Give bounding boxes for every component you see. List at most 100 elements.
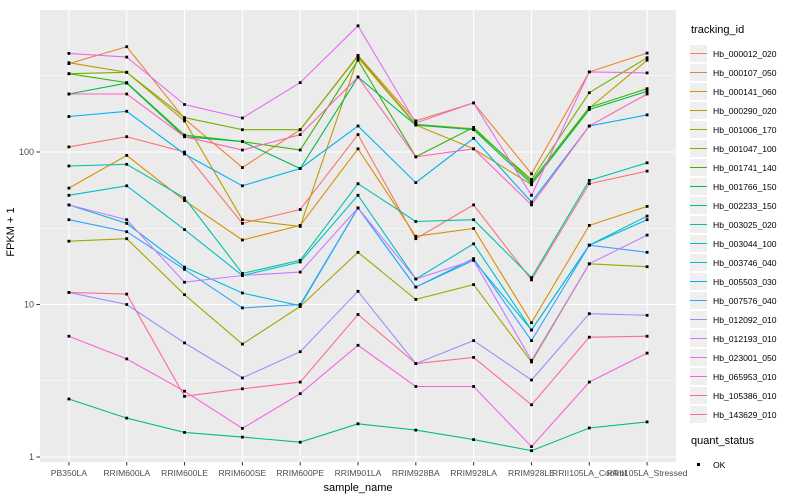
legend-color-line <box>690 109 707 112</box>
legend-key-swatch <box>690 64 707 81</box>
black-square-point-icon <box>696 462 701 467</box>
y-tick-label: 100 <box>19 147 34 157</box>
legend-item-label: Hb_065953_010 <box>713 371 777 382</box>
legend-key-swatch <box>690 406 707 423</box>
x-tick-label-RRIM600PE: RRIM600PE <box>276 468 324 478</box>
legend-key-swatch <box>690 292 707 309</box>
legend-item-Hb_000141_060: Hb_000141_060 <box>690 82 798 101</box>
legend-title-tracking-id: tracking_id <box>691 24 745 36</box>
legend-key-swatch <box>690 273 707 290</box>
legend-color-line <box>690 242 707 245</box>
legend-color-line <box>690 185 707 188</box>
legend-color-line <box>690 147 707 150</box>
legend-item-Hb_012193_010: Hb_012193_010 <box>690 329 798 348</box>
x-tick-label-RRIM600LE: RRIM600LE <box>161 468 208 478</box>
legend-color-line <box>690 318 707 321</box>
axis-ticks: 1 10 100 PB350LA RRIM600LA RRIM600LE RRIM600SE… <box>19 147 688 478</box>
x-tick-label-RRIM928LA: RRIM928LA <box>450 468 497 478</box>
legend-item-Hb_003746_040: Hb_003746_040 <box>690 253 798 272</box>
legend-color-line <box>690 356 707 359</box>
legend-item-Hb_001766_150: Hb_001766_150 <box>690 177 798 196</box>
legend-item-label: Hb_002233_150 <box>713 200 777 211</box>
x-tick-label-RRIM928BA: RRIM928BA <box>392 468 440 478</box>
legend-key-swatch <box>690 311 707 328</box>
legend-quant-status: quant_status OK <box>690 435 798 474</box>
legend-color-line <box>690 261 707 264</box>
x-tick-label-RRIM600LA: RRIM600LA <box>103 468 150 478</box>
legend-item-label: Hb_000012_020 <box>713 48 777 59</box>
legend-item-Hb_007576_040: Hb_007576_040 <box>690 291 798 310</box>
legend-key-swatch <box>690 140 707 157</box>
legend-key-swatch <box>690 456 707 473</box>
legend-color-line <box>690 90 707 93</box>
y-tick-label: 1 <box>29 452 34 462</box>
legend-item-Hb_012092_010: Hb_012092_010 <box>690 310 798 329</box>
legend-color-line <box>690 394 707 397</box>
legend-item-Hb_105386_010: Hb_105386_010 <box>690 386 798 405</box>
legend-key-swatch <box>690 216 707 233</box>
legend-key-swatch <box>690 235 707 252</box>
legend-items: Hb_000012_020 Hb_000107_050 Hb_000141_060 H… <box>690 44 798 424</box>
legend-color-line <box>690 337 707 340</box>
legend: tracking_id Hb_000012_020 Hb_000107_050 Hb… <box>690 24 798 474</box>
legend-item-label: Hb_007576_040 <box>713 295 777 306</box>
legend-item-label: Hb_105386_010 <box>713 390 777 401</box>
legend-item-label: Hb_001047_100 <box>713 143 777 154</box>
legend-item-label: Hb_000141_060 <box>713 86 777 97</box>
legend-item-label: Hb_005503_030 <box>713 276 777 287</box>
legend-color-line <box>690 223 707 226</box>
legend-item-Hb_143629_010: Hb_143629_010 <box>690 405 798 424</box>
legend-color-line <box>690 280 707 283</box>
legend-title-quant-status: quant_status <box>691 435 754 447</box>
legend-item-Hb_005503_030: Hb_005503_030 <box>690 272 798 291</box>
legend-key-swatch <box>690 254 707 271</box>
legend-item-label: Hb_023001_050 <box>713 352 777 363</box>
legend-color-line <box>690 128 707 131</box>
legend-item-label: Hb_003044_100 <box>713 238 777 249</box>
legend-item-label: Hb_012092_010 <box>713 314 777 325</box>
legend-key-swatch <box>690 159 707 176</box>
legend-key-swatch <box>690 102 707 119</box>
legend-item-Hb_002233_150: Hb_002233_150 <box>690 196 798 215</box>
legend-color-line <box>690 71 707 74</box>
legend-item-Hb_065953_010: Hb_065953_010 <box>690 367 798 386</box>
legend-item-Hb_001741_140: Hb_001741_140 <box>690 158 798 177</box>
legend-key-swatch <box>690 368 707 385</box>
legend-color-line <box>690 166 707 169</box>
legend-item-label: Hb_001741_140 <box>713 162 777 173</box>
data-points <box>67 24 649 453</box>
x-tick-label-RRII105LA_Control: RRII105LA_Control <box>552 468 627 478</box>
legend-key-swatch <box>690 349 707 366</box>
legend-key-swatch <box>690 121 707 138</box>
legend-item-label: Hb_001006_170 <box>713 124 777 135</box>
legend-key-swatch <box>690 83 707 100</box>
legend-item-label: Hb_012193_010 <box>713 333 777 344</box>
legend-item-Hb_000107_050: Hb_000107_050 <box>690 63 798 82</box>
x-tick-label-RRIM901LA: RRIM901LA <box>335 468 382 478</box>
legend-item-Hb_000012_020: Hb_000012_020 <box>690 44 798 63</box>
y-tick-label: 10 <box>24 300 34 310</box>
x-tick-label-RRIM928LE: RRIM928LE <box>508 468 555 478</box>
legend-item-Hb_000290_020: Hb_000290_020 <box>690 101 798 120</box>
legend-item-quant-ok: OK <box>690 455 798 474</box>
legend-item-Hb_001047_100: Hb_001047_100 <box>690 139 798 158</box>
legend-item-label: Hb_001766_150 <box>713 181 777 192</box>
legend-key-swatch <box>690 330 707 347</box>
x-tick-label-RRIM600SE: RRIM600SE <box>218 468 266 478</box>
legend-quant-items: OK <box>690 455 798 474</box>
legend-color-line <box>690 204 707 207</box>
legend-item-label: Hb_003746_040 <box>713 257 777 268</box>
legend-key-swatch <box>690 387 707 404</box>
legend-item-label: OK <box>713 459 726 470</box>
x-tick-label-RRII105LA_Stressed: RRII105LA_Stressed <box>607 468 688 478</box>
legend-key-swatch <box>690 45 707 62</box>
legend-key-swatch <box>690 197 707 214</box>
legend-color-line <box>690 375 707 378</box>
legend-item-label: Hb_143629_010 <box>713 409 777 420</box>
legend-item-label: Hb_000107_050 <box>713 67 777 78</box>
legend-item-label: Hb_000290_020 <box>713 105 777 116</box>
x-tick-label-PB350LA: PB350LA <box>51 468 88 478</box>
gridlines <box>40 10 676 462</box>
legend-item-Hb_003025_020: Hb_003025_020 <box>690 215 798 234</box>
